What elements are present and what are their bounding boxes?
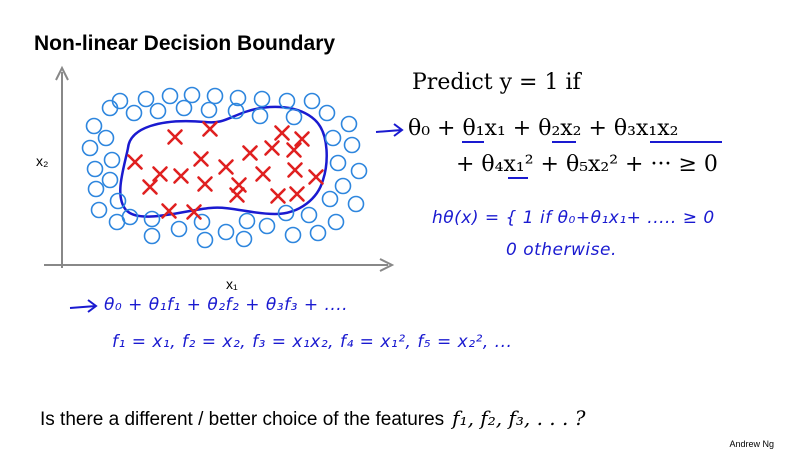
cross-point: [274, 125, 290, 141]
circle-point: [90, 201, 108, 219]
circle-point: [125, 104, 143, 122]
y-axis-arrow: [55, 65, 69, 81]
cross-point: [255, 166, 271, 182]
axes: [44, 65, 395, 272]
circle-point: [87, 180, 105, 198]
circle-point: [329, 154, 347, 172]
cross-point: [308, 169, 324, 185]
cross-point: [229, 187, 245, 203]
circle-point: [143, 210, 161, 228]
circle-point: [137, 90, 155, 108]
cross-point: [142, 179, 158, 195]
circle-point: [103, 151, 121, 169]
circle-point: [86, 160, 104, 178]
circle-point: [300, 206, 318, 224]
circle-point: [251, 107, 269, 125]
x-axis-label: x₁: [226, 276, 238, 292]
negative-examples: [81, 86, 368, 249]
y-axis-label: x₂: [36, 153, 49, 169]
circle-point: [285, 108, 303, 126]
x-axis-arrow: [379, 258, 395, 272]
circle-point: [258, 217, 276, 235]
circle-point: [143, 227, 161, 245]
cross-point: [270, 188, 286, 204]
cross-point: [161, 203, 177, 219]
circle-point: [108, 213, 126, 231]
circle-point: [193, 213, 211, 231]
predict-heading: Predict y = 1 if: [412, 70, 581, 95]
circle-point: [229, 89, 247, 107]
circle-point: [327, 213, 345, 231]
circle-point: [318, 104, 336, 122]
circle-point: [175, 99, 193, 117]
circle-point: [343, 136, 361, 154]
circle-point: [196, 231, 214, 249]
author-credit: Andrew Ng: [729, 439, 774, 449]
cross-point: [218, 159, 234, 175]
cross-point: [289, 186, 305, 202]
circle-point: [253, 90, 271, 108]
question-text: Is there a different / better choice of …: [40, 406, 585, 431]
circle-point: [309, 224, 327, 242]
circle-point: [101, 99, 119, 117]
cross-point: [152, 166, 168, 182]
circle-point: [238, 212, 256, 230]
circle-point: [350, 162, 368, 180]
cross-point: [242, 145, 258, 161]
cross-point: [193, 151, 209, 167]
circle-point: [284, 226, 302, 244]
circle-point: [324, 129, 342, 147]
circle-point: [97, 129, 115, 147]
question-features: f₁, f₂, f₃, . . . ?: [452, 406, 586, 430]
cross-point: [202, 121, 218, 137]
circle-point: [161, 87, 179, 105]
circle-point: [206, 87, 224, 105]
hypothesis-line-1: θ₀ + θ₁x₁ + θ₂x₂ + θ₃x₁x₂: [408, 116, 679, 141]
positive-examples: [127, 121, 324, 220]
feature-expansion: θ₀ + θ₁f₁ + θ₂f₂ + θ₃f₃ + ....: [104, 295, 349, 315]
circle-point: [235, 230, 253, 248]
circle-point: [321, 190, 339, 208]
h-theta-otherwise: 0 otherwise.: [506, 240, 617, 260]
hypothesis-line-2: + θ₄x₁² + θ₅x₂² + ··· ≥ 0: [456, 152, 718, 177]
circle-point: [334, 177, 352, 195]
circle-point: [303, 92, 321, 110]
cross-point: [287, 162, 303, 178]
circle-point: [277, 204, 295, 222]
circle-point: [183, 86, 201, 104]
cross-point: [197, 176, 213, 192]
cross-point: [264, 140, 280, 156]
circle-point: [170, 220, 188, 238]
circle-point: [109, 192, 127, 210]
decision-boundary-curve: [119, 105, 328, 218]
circle-point: [217, 223, 235, 241]
cross-point: [286, 142, 302, 158]
cross-point: [294, 131, 310, 147]
cross-point: [186, 204, 202, 220]
circle-point: [85, 117, 103, 135]
cross-point: [167, 129, 183, 145]
cross-point: [173, 168, 189, 184]
circle-point: [149, 102, 167, 120]
h-theta-definition: hθ(x) = { 1 if θ₀+θ₁x₁+ ..... ≥ 0: [432, 208, 715, 228]
cross-point: [127, 154, 143, 170]
question-sentence: Is there a different / better choice of …: [40, 409, 445, 430]
circle-point: [227, 102, 245, 120]
circle-point: [340, 115, 358, 133]
circle-point: [81, 139, 99, 157]
circle-point: [347, 195, 365, 213]
circle-point: [278, 92, 296, 110]
slide-title: Non-linear Decision Boundary: [34, 32, 336, 55]
circle-point: [200, 101, 218, 119]
circle-point: [101, 171, 119, 189]
circle-point: [111, 92, 129, 110]
feature-definitions: f₁ = x₁, f₂ = x₂, f₃ = x₁x₂, f₄ = x₁², f…: [112, 332, 513, 352]
